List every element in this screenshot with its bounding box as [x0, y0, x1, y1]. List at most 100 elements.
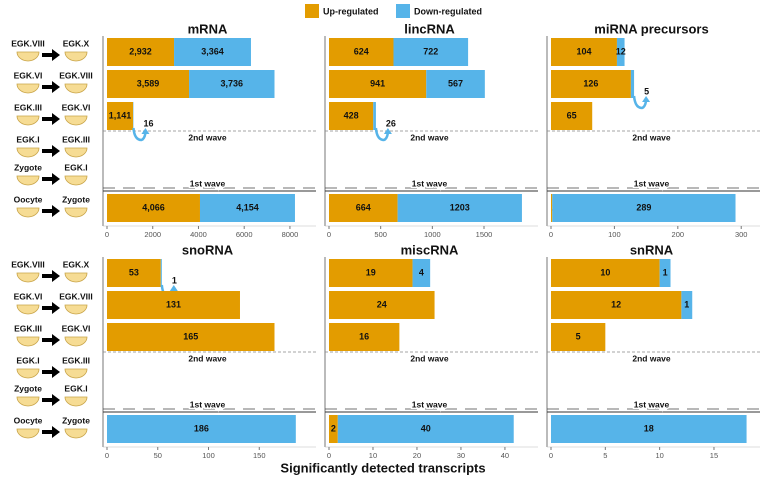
cell-icon	[64, 83, 88, 94]
panel-title: miRNA precursors	[594, 21, 708, 36]
stage-label: EGK.I	[16, 355, 39, 365]
value-label: 289	[636, 202, 651, 212]
stage-label: Oocyte	[14, 415, 43, 425]
wave-label: 1st wave	[412, 178, 448, 188]
stage-label: EGK.VIII	[11, 38, 45, 48]
stage-label: EGK.X	[63, 259, 90, 269]
bar-segment	[329, 70, 427, 98]
bar-segment	[329, 323, 400, 351]
x-tick-label: 100	[202, 451, 215, 460]
legend-swatch	[305, 4, 319, 18]
cell-icon	[16, 147, 40, 158]
cell-icon	[16, 336, 40, 347]
stage-label: EGK.VI	[14, 70, 43, 80]
stage-arrow	[42, 205, 60, 217]
bar-segment	[107, 323, 275, 351]
value-label: 2	[331, 423, 336, 433]
value-label: 3,364	[201, 46, 224, 56]
value-label: 428	[344, 110, 359, 120]
panel-title: lincRNA	[404, 21, 455, 36]
stage-label: EGK.VIII	[11, 259, 45, 269]
wave-label: 2nd wave	[632, 353, 671, 363]
bar-segment	[412, 259, 431, 287]
value-label: 1203	[450, 202, 470, 212]
stage-label: EGK.I	[64, 383, 87, 393]
value-label: 4,066	[142, 202, 165, 212]
panel-title: miscRNA	[401, 242, 459, 257]
cell-icon	[16, 272, 40, 283]
stage-arrow	[42, 49, 60, 61]
panel-title: snoRNA	[182, 242, 234, 257]
value-label: 40	[421, 423, 431, 433]
stage-label: EGK.X	[63, 38, 90, 48]
wave-label: 2nd wave	[188, 132, 227, 142]
x-tick-label: 10	[369, 451, 377, 460]
bar-segment	[107, 291, 240, 319]
value-label: 3,589	[137, 78, 160, 88]
cell-icon	[64, 115, 88, 126]
bar-segment	[551, 415, 747, 443]
bar-segment	[551, 38, 617, 66]
cell-icon	[16, 428, 40, 439]
value-label: 10	[600, 267, 610, 277]
stage-arrow	[42, 302, 60, 314]
value-label: 53	[129, 267, 139, 277]
value-label: 1	[684, 299, 689, 309]
stage-label: EGK.VIII	[59, 291, 93, 301]
bar-segment	[552, 194, 736, 222]
stage-label: EGK.I	[64, 162, 87, 172]
stage-arrow	[42, 113, 60, 125]
cell-icon	[64, 336, 88, 347]
value-label: 126	[583, 78, 598, 88]
x-tick-label: 30	[457, 451, 465, 460]
value-label: 18	[644, 423, 654, 433]
bar-segment	[329, 415, 338, 443]
cell-icon	[16, 368, 40, 379]
value-label: 5	[576, 331, 581, 341]
value-label: 16	[359, 331, 369, 341]
bar-segment	[107, 259, 161, 287]
x-tick-label: 0	[105, 451, 109, 460]
bar-segment	[329, 38, 394, 66]
cell-icon	[64, 272, 88, 283]
callout-arrow	[374, 127, 390, 142]
wave-label: 2nd wave	[632, 132, 671, 142]
wave-label: 2nd wave	[410, 132, 449, 142]
value-label: 1,141	[109, 110, 132, 120]
cell-icon	[16, 175, 40, 186]
x-tick-label: 5	[603, 451, 607, 460]
value-label: 165	[183, 331, 198, 341]
panel-title: mRNA	[188, 21, 228, 36]
cell-icon	[16, 396, 40, 407]
x-tick-label: 200	[672, 230, 685, 239]
bar-segment	[107, 415, 296, 443]
cell-icon	[64, 207, 88, 218]
legend-label: Down-regulated	[414, 6, 482, 16]
stage-label: Zygote	[14, 162, 42, 172]
cell-icon	[64, 175, 88, 186]
stage-label: Zygote	[62, 415, 90, 425]
x-tick-label: 0	[105, 230, 109, 239]
stage-label: Oocyte	[14, 194, 43, 204]
bar-segment	[174, 38, 251, 66]
x-tick-label: 300	[735, 230, 748, 239]
value-label: 4	[419, 267, 424, 277]
x-tick-label: 100	[608, 230, 621, 239]
value-label: 12	[611, 299, 621, 309]
stage-arrow	[42, 270, 60, 282]
cell-icon	[16, 207, 40, 218]
wave-label: 1st wave	[634, 178, 670, 188]
stage-arrow	[42, 426, 60, 438]
bar-segment	[630, 70, 635, 98]
legend-label: Up-regulated	[323, 6, 379, 16]
bar-segment	[551, 102, 593, 130]
bar-segment	[199, 194, 295, 222]
stage-label: EGK.VI	[62, 102, 91, 112]
stage-label: EGK.VIII	[59, 70, 93, 80]
x-tick-label: 40	[501, 451, 509, 460]
callout-arrow	[632, 95, 648, 110]
value-label: 941	[370, 78, 385, 88]
stage-label: EGK.VI	[62, 323, 91, 333]
wave-label: 2nd wave	[188, 353, 227, 363]
